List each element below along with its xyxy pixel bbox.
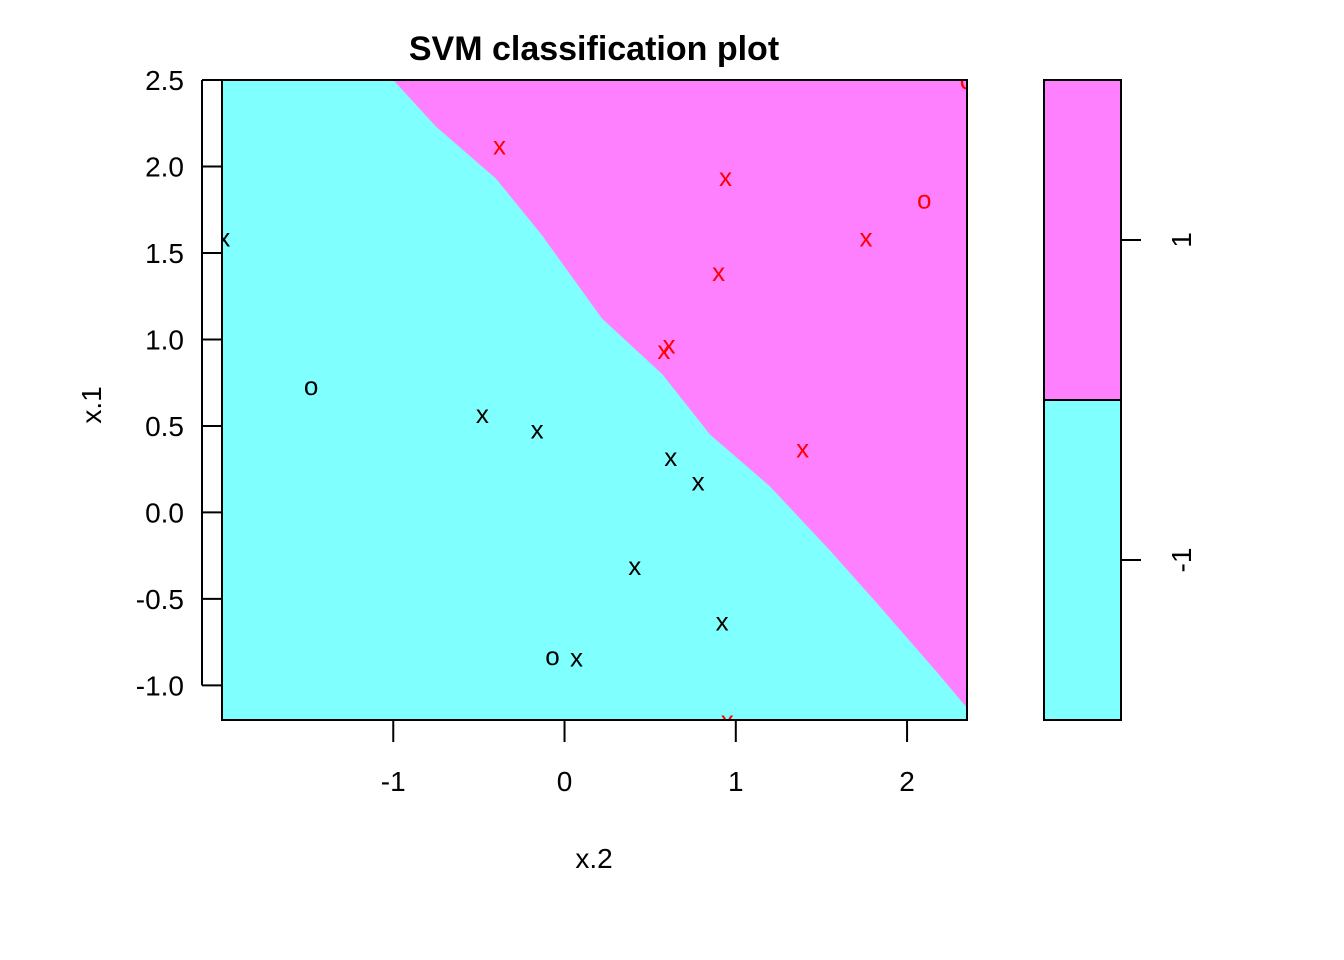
- y-tick-label: 1.0: [145, 324, 184, 355]
- y-tick-label: 2.5: [145, 65, 184, 96]
- y-axis-label: x.1: [76, 386, 107, 423]
- y-axis: -1.0 -0.5 0.0 0.5 1.0 1.5 2.0 2.5: [136, 65, 222, 701]
- y-tick-label: 2.0: [145, 151, 184, 182]
- positive-class-region: [393, 80, 967, 708]
- legend-label: -1: [1166, 548, 1197, 573]
- support-vector-point: o: [304, 371, 318, 401]
- x-axis-label: x.2: [575, 843, 612, 874]
- legend-swatch: [1043, 79, 1122, 401]
- data-point: x: [716, 606, 729, 636]
- legend-label: 1: [1166, 232, 1197, 248]
- data-point: x: [796, 433, 809, 463]
- data-point: x: [859, 222, 872, 252]
- y-tick-label: 1.5: [145, 238, 184, 269]
- data-point: x: [217, 222, 230, 252]
- data-point: x: [657, 335, 670, 365]
- data-point: x: [628, 551, 641, 581]
- y-tick-label: 0.5: [145, 411, 184, 442]
- x-tick-label: 2: [899, 766, 915, 797]
- support-vector-point: o: [545, 641, 559, 671]
- legend-swatch: [1043, 399, 1122, 721]
- data-point: x: [719, 162, 732, 192]
- x-tick-label: -1: [381, 766, 406, 797]
- class-color-legend: 1 -1: [1043, 79, 1197, 721]
- data-point: x: [476, 399, 489, 429]
- y-tick-label: 0.0: [145, 497, 184, 528]
- data-point: x: [570, 643, 583, 673]
- data-point: x: [692, 466, 705, 496]
- data-point: x: [721, 705, 734, 735]
- support-vector-point: o: [917, 184, 931, 214]
- data-point: x: [664, 442, 677, 472]
- x-axis: -1 0 1 2: [381, 719, 915, 797]
- y-tick-label: -1.0: [136, 670, 184, 701]
- y-tick-label: -0.5: [136, 584, 184, 615]
- support-vector-point: o: [960, 65, 974, 95]
- x-tick-label: 0: [557, 766, 573, 797]
- x-tick-label: 1: [728, 766, 744, 797]
- data-point: x: [712, 257, 725, 287]
- data-point: x: [531, 414, 544, 444]
- data-point: x: [493, 131, 506, 161]
- data-point: x: [663, 330, 676, 360]
- chart-title: SVM classification plot: [409, 30, 779, 68]
